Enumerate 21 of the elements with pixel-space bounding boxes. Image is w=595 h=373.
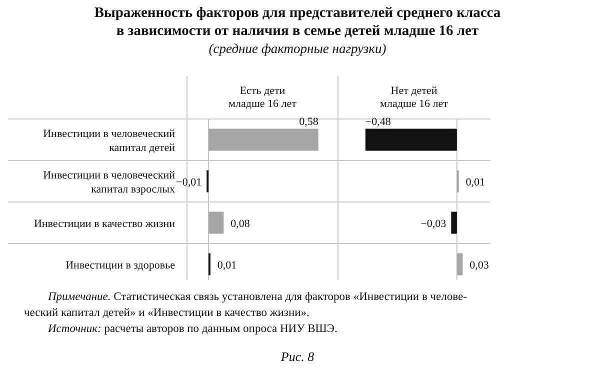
text: Примечание. Статистическая связь установлена для факторов «Инвестиции в челове- ческий капитал детей» и «Инвестиции в качество жизни». [24, 291, 468, 319]
data-label: −0,01 [176, 176, 202, 188]
data-label: −0,48 [365, 116, 392, 128]
bar [208, 128, 318, 151]
text: (средние факторные нагрузки) [208, 41, 387, 56]
text: Источник: расчеты авторов по данным опроса НИУ ВШЭ. [47, 323, 338, 335]
y-tick-label: Инвестиции в здоровье [66, 259, 176, 272]
chart-title: Нет детей младше 16 лет [380, 85, 448, 110]
data-label: 0,03 [470, 259, 490, 272]
data-label: 0,01 [217, 259, 237, 272]
data-label: 0,01 [466, 176, 486, 188]
y-tick-label: Инвестиции в человеческий капитал детей [43, 128, 176, 154]
text: Рис. 8 [280, 349, 315, 364]
chart-title: Есть дети младше 16 лет [228, 85, 297, 110]
y-tick-label: Инвестиции в человеческий капитал взрослых [43, 169, 176, 196]
y-tick-label: Инвестиции в качество жизни [34, 218, 176, 230]
data-label: 0,58 [299, 116, 319, 128]
data-label: −0,03 [420, 218, 447, 230]
data-label: 0,08 [230, 218, 250, 230]
bar [208, 212, 224, 234]
text: Выраженность факторов для представителей среднего класса в зависимости от наличия в семье детей младше 16 лет [94, 5, 502, 39]
